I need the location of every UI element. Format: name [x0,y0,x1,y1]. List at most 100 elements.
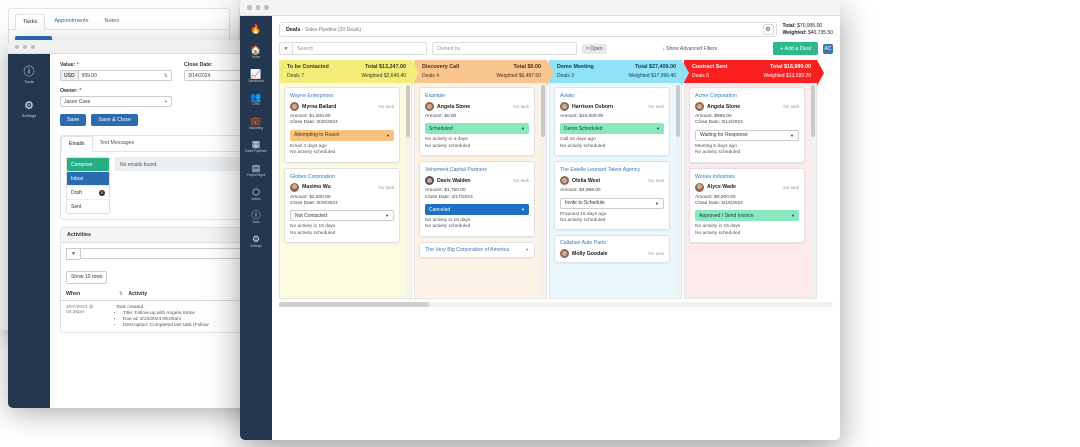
add-deal-button[interactable]: + Add a Deal [772,42,818,55]
show-advanced-filters-link[interactable]: ↓ Show Advanced Filters [662,45,718,52]
show-rows-button[interactable]: Show 10 rows [66,270,108,284]
close-icon[interactable] [247,5,252,10]
gear-icon[interactable]: ⚙ [762,24,774,35]
column-name: Discovery Call [422,64,460,70]
maximize-icon[interactable] [264,5,269,10]
sidebar-item-label: Dashboard [248,78,264,83]
sort-icon[interactable]: ⇅ [119,290,124,297]
mail-folder-draft[interactable]: Draft 0 [67,186,109,200]
scrollbar-vertical[interactable] [541,85,545,297]
scrollbar-horizontal[interactable] [279,302,833,307]
gear-icon: ⚙ [251,233,261,244]
deal-stage-select[interactable]: Scheduled ▼ [425,123,529,135]
close-icon[interactable] [15,44,19,49]
deal-stage-select[interactable]: Approved / Send Invoice ▼ [695,210,799,222]
tab-emails[interactable]: Emails [61,136,93,152]
mail-folder-sent[interactable]: Sent [71,203,82,210]
info-icon: ⓘ [251,210,261,221]
deal-card[interactable]: The Very Big Corporation of America ▼ [419,241,535,258]
filter-icon[interactable]: ▼ [66,248,80,260]
deal-person: Davis Walden [437,177,471,184]
sidebar-item-label: Home [251,55,261,59]
activity-when: 3/07/2024 @ 04:36pm [66,304,94,315]
deal-stage-select[interactable]: Not Contacted ▼ [290,210,394,222]
deal-scheduled: No activity scheduled [425,143,471,149]
deal-card[interactable]: Vehement Capital Partners Davis Walden N… [419,161,535,237]
deal-stage-select[interactable]: Attempting to Reach ▼ [290,129,394,141]
deal-stage-select[interactable]: Demo Scheduled ▼ [560,123,664,135]
sidebar-item-project-mgmt[interactable]: ▤ Project Mgmt [240,163,272,178]
deal-close-date: Close Date: 3/29/2024 [290,201,338,207]
scrollbar-vertical[interactable] [811,85,815,297]
flame-logo-icon[interactable]: 🔥 [250,24,262,34]
sidebar-item-marketing[interactable]: 💼 Marketing [240,116,272,131]
owner-value: Jason Case [64,98,91,105]
deal-card[interactable]: Callahan Auto Parts Molly Goodale No tas… [554,235,670,264]
open-filter-chip[interactable]: × Open [582,43,607,54]
save-and-close-button[interactable]: Save & Close [91,114,138,126]
column-cards[interactable]: Aviato Harrison Osborn No task Amount: $… [549,83,682,299]
column-when[interactable]: When [66,290,81,297]
owner-select[interactable]: Jason Case ▼ [60,96,172,107]
minimize-icon[interactable] [23,44,27,49]
column-cards[interactable]: Example Angela Stone No task Amount: $0.… [414,83,547,299]
deal-card[interactable]: Acme Corporation Angela Stone No task Am… [689,87,805,163]
column-cards[interactable]: Wayne Enterprises Myrna Ballard No task … [279,83,412,299]
sidebar-item-dashboard[interactable]: 📈 Dashboard [240,69,272,84]
sidebar-item-settings[interactable]: ⚙ Settings [240,234,272,249]
deal-company: Example [425,93,446,99]
avatar [560,176,569,186]
scrollbar-vertical[interactable] [676,85,680,297]
weighted-label: Weighted: [782,29,807,36]
sidebar-item-tools[interactable]: ⓘ Tools [240,210,272,225]
sidebar-item-settings[interactable]: ⚙ Settings [8,100,50,118]
avatar [695,182,704,192]
deal-company: Globex Corporation [290,173,335,180]
scrollbar-vertical[interactable] [406,85,410,297]
column-cards[interactable]: Acme Corporation Angela Stone No task Am… [684,83,817,299]
tab-appointments[interactable]: Appointments [54,18,89,24]
deal-scheduled: No activity scheduled [695,230,741,236]
sidebar-item-tools[interactable]: ⓘ Tools [8,66,50,84]
save-button[interactable]: Save [60,114,87,126]
deal-card[interactable]: Wonka Industries Alyce Wade No task Amou… [689,167,805,244]
deal-card[interactable]: Wayne Enterprises Myrna Ballard No task … [284,87,400,163]
tab-text-messages[interactable]: Text Messages [99,140,135,146]
column-activity[interactable]: Activity [128,290,148,297]
deal-task: No task [378,104,394,109]
filter-icon[interactable]: ▼ [279,42,292,55]
back-window-titlebar[interactable] [8,40,308,54]
maximize-icon[interactable] [31,44,35,49]
tab-notes[interactable]: Notes [104,18,120,24]
deal-card[interactable]: Example Angela Stone No task Amount: $0.… [419,87,535,157]
compose-button[interactable]: Compose [67,158,109,172]
grid-icon: ▤ [251,162,261,173]
sidebar-item-sales-pipelines[interactable]: ▦ Sales Pipelines [240,139,272,154]
minimize-icon[interactable] [255,5,260,10]
deal-company: Wayne Enterprises [290,93,334,99]
shortcut-badge[interactable]: AC [823,43,833,54]
avatar [425,176,434,186]
deal-card[interactable]: Globex Corporation Maximo Wu No task Amo… [284,167,400,244]
back-window-sidebar: ⓘ Tools ⚙ Settings [8,54,50,408]
deal-activity: No activity in 15 days [695,224,741,230]
deal-stage-select[interactable]: Canceled ▼ [425,204,529,216]
search-input[interactable]: Search [292,42,427,55]
main-window-titlebar[interactable] [240,0,840,16]
sidebar-item-admin[interactable]: ⬡ Admin [240,187,272,202]
value-input[interactable]: USD 999.00 ⇅ [60,70,172,81]
total-value: $70,995.00 [797,22,823,29]
deal-card[interactable]: Aviato Harrison Osborn No task Amount: $… [554,87,670,157]
sidebar-item-crm[interactable]: 👥 CRM [240,92,272,107]
owned-by-input[interactable]: Owned by [432,42,577,55]
deal-stage-select[interactable]: Waiting for Response ▼ [695,129,799,141]
sidebar-item-home[interactable]: 🏠 Home [240,45,272,60]
pipeline-selector[interactable]: Deals - Sales Pipeline (20 Deals) ⚙ [279,22,777,37]
stepper-icon[interactable]: ⇅ [163,72,168,79]
deal-stage-select[interactable]: Invite to Schedule ▼ [560,197,664,209]
deal-close-date: Close Date: 3/20/2024 [290,120,338,126]
tab-tasks[interactable]: Tasks [15,14,46,30]
deal-card[interactable]: The Estelle Leonard Talent Agency Ofelia… [554,161,670,231]
chevron-down-icon: ▼ [790,132,794,138]
mail-folder-inbox[interactable]: Inbox [67,172,109,186]
